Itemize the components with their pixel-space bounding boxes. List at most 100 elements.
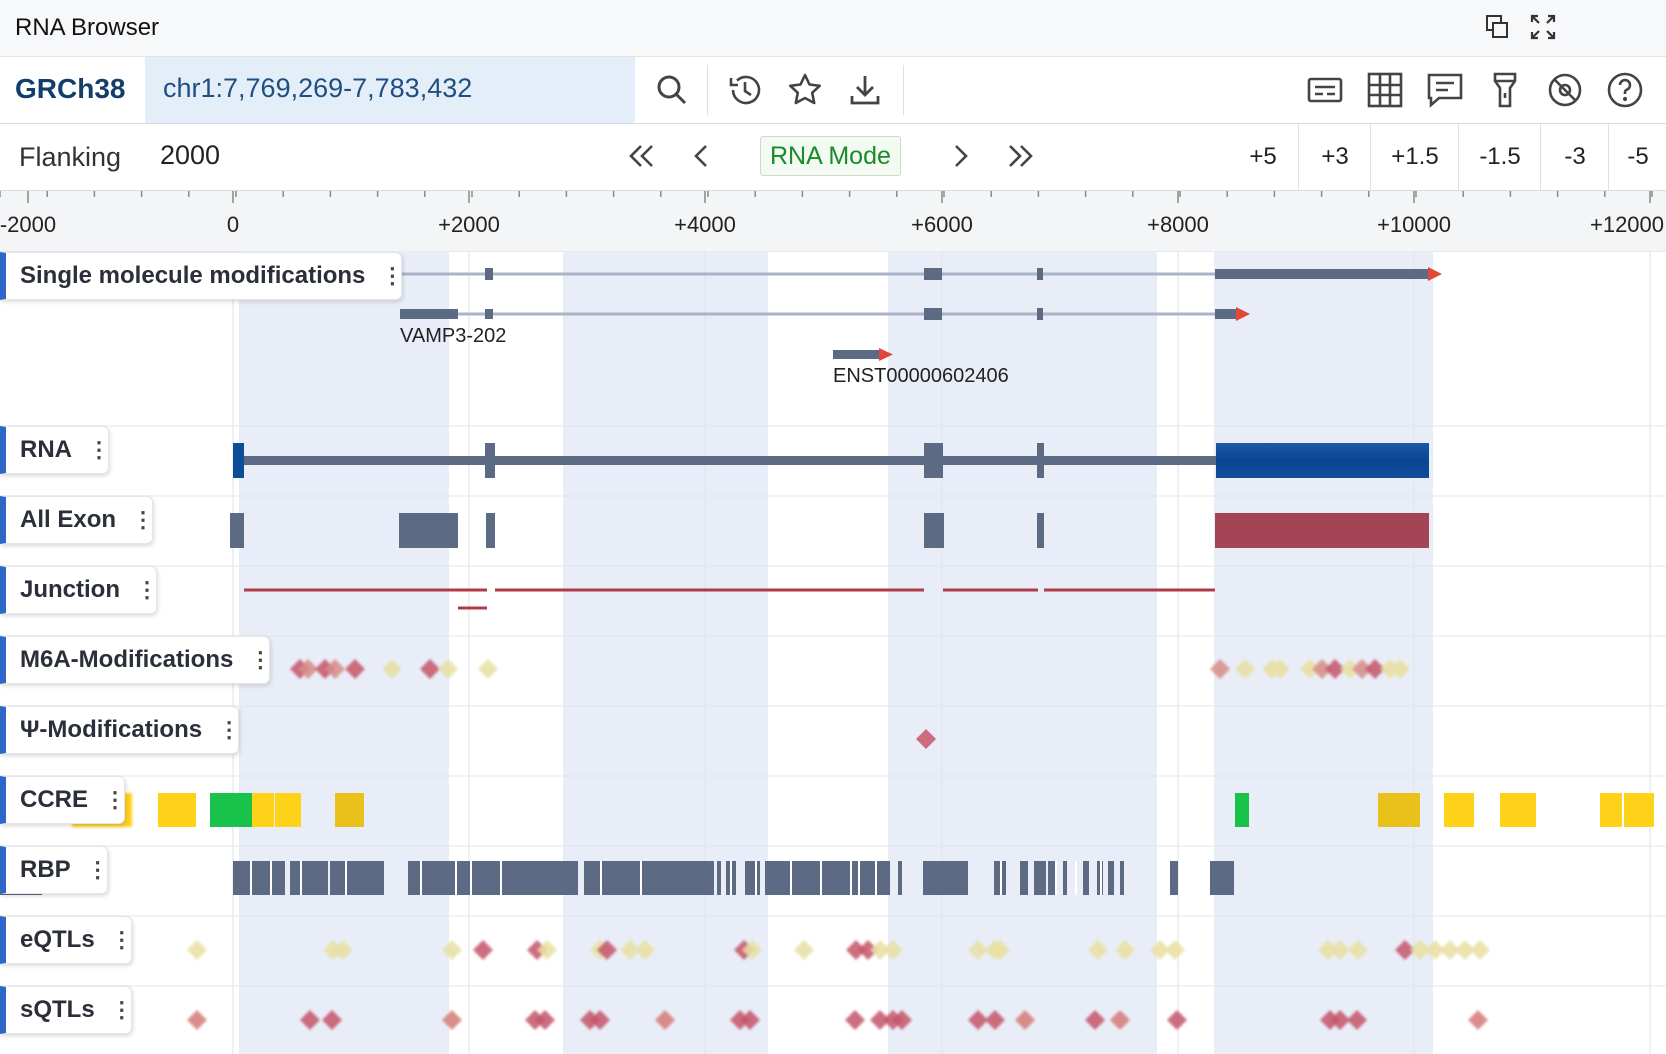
track-label-single-molecule[interactable]: Single molecule modifications [0,252,403,300]
variant-marker [1390,659,1410,679]
variant-marker [1312,659,1332,679]
shift-button[interactable]: +3 [1298,124,1371,190]
shift-button[interactable]: -1.5 [1458,124,1541,190]
app-title: RNA Browser [15,14,160,41]
step-left-icon[interactable] [682,136,722,176]
help-icon[interactable] [1605,70,1645,110]
legend-icon[interactable] [1305,70,1345,110]
variant-marker [742,940,762,960]
flashlight-icon[interactable] [1485,70,1525,110]
comment-icon[interactable] [1425,70,1465,110]
track-label-text: CCRE [20,786,89,813]
variant-marker [1165,940,1185,960]
rbp-block [765,861,858,895]
rbp-glyphs [0,861,1234,895]
fullscreen-icon[interactable] [1528,12,1558,42]
variant-marker [1395,940,1415,960]
location-input[interactable]: chr1:7,769,269-7,783,432 [145,57,635,123]
navigation-row: Flanking 2000 RNA Mode +5 +3 +1.5 -1.5 -… [0,124,1666,191]
track-label-text: RNA [20,436,72,463]
rbp-gap [270,861,272,895]
rbp-block [1034,861,1046,895]
rbp-gap [1075,861,1077,895]
shift-button[interactable]: +5 [1249,143,1277,170]
flanking-label: Flanking [19,142,122,172]
genome-assembly[interactable]: GRCh38 [15,73,126,104]
shift-button[interactable]: -5 [1608,124,1666,190]
variant-marker [985,1010,1005,1030]
track-label-rna[interactable]: RNA [0,426,109,474]
no-location-icon[interactable] [1545,70,1585,110]
rbp-block [1063,861,1067,895]
ruler-tick-label: +4000 [674,212,736,237]
rbp-gap [1100,861,1102,895]
more-options-icon[interactable] [136,579,142,601]
download-icon[interactable] [845,70,885,110]
variant-marker [442,940,462,960]
rbp-block [330,861,380,895]
variant-marker [597,940,617,960]
shift-button[interactable]: -3 [1540,124,1609,190]
more-options-icon[interactable] [381,265,387,287]
rbp-gap [820,861,822,895]
track-area[interactable]: VAMP3-202 ENST00000602406 [0,251,1666,1054]
m6a-glyphs [290,659,1410,679]
highlight-band [239,251,449,1054]
more-options-icon[interactable] [104,789,110,811]
more-options-icon[interactable] [111,929,117,951]
track-label-junction[interactable]: Junction [0,566,157,614]
more-options-icon[interactable] [249,649,255,671]
rna-mode-button[interactable]: RNA Mode [760,136,901,176]
track-label-psi[interactable]: Ψ-Modifications [0,706,240,754]
track-label-sqtls[interactable]: sQTLs [0,986,132,1034]
variant-marker [1352,659,1372,679]
track-label-all-exon[interactable]: All Exon [0,496,154,544]
rbp-gap [420,861,422,895]
ccre-block [252,793,274,827]
jump-right-icon[interactable] [1000,136,1040,176]
variant-marker [298,659,318,679]
ruler-tick-label: +8000 [1147,212,1209,237]
flanking-input[interactable]: 2000 [160,140,221,170]
variant-marker [535,1010,555,1030]
star-icon[interactable] [785,70,825,110]
grid-icon[interactable] [1365,70,1405,110]
jump-left-icon[interactable] [622,136,662,176]
variant-marker [1330,940,1350,960]
variant-marker [1110,1010,1130,1030]
ruler-tick-label: +6000 [911,212,973,237]
rbp-gap [455,861,457,895]
transcript-enst00000602406: ENST00000602406 [833,348,1009,387]
more-options-icon[interactable] [218,719,224,741]
rbp-gap [850,861,852,895]
track-label-rbp[interactable]: RBP [0,846,108,894]
variant-marker [1470,940,1490,960]
toolbar-divider [707,65,708,115]
more-options-icon[interactable] [88,439,94,461]
variant-marker [916,729,936,749]
sqtl-glyphs [187,1010,1488,1030]
ccre-block [1235,793,1249,827]
ccre-block [1378,793,1420,827]
rbp-block [923,861,968,895]
track-label-eqtls[interactable]: eQTLs [0,916,132,964]
variant-marker [740,1010,760,1030]
more-options-icon[interactable] [87,859,93,881]
restore-window-icon[interactable] [1482,12,1512,42]
more-options-icon[interactable] [111,999,117,1021]
location-value[interactable]: chr1:7,769,269-7,783,432 [163,73,473,103]
rbp-block [1108,861,1114,895]
all-exon-glyphs [230,513,1429,548]
shift-button[interactable]: +1.5 [1370,124,1459,190]
more-options-icon[interactable] [132,509,138,531]
track-label-m6a[interactable]: M6A-Modifications [0,636,271,684]
variant-marker [1150,940,1170,960]
variant-marker [438,659,458,679]
step-right-icon[interactable] [940,136,980,176]
variant-marker [1455,940,1475,960]
search-icon[interactable] [652,70,692,110]
coordinate-ruler[interactable]: -2000 0 +2000 +4000 +6000 +8000 +10000 +… [0,191,1666,252]
rbp-gap [345,861,347,895]
history-icon[interactable] [725,70,765,110]
track-label-ccre[interactable]: CCRE [0,776,126,824]
